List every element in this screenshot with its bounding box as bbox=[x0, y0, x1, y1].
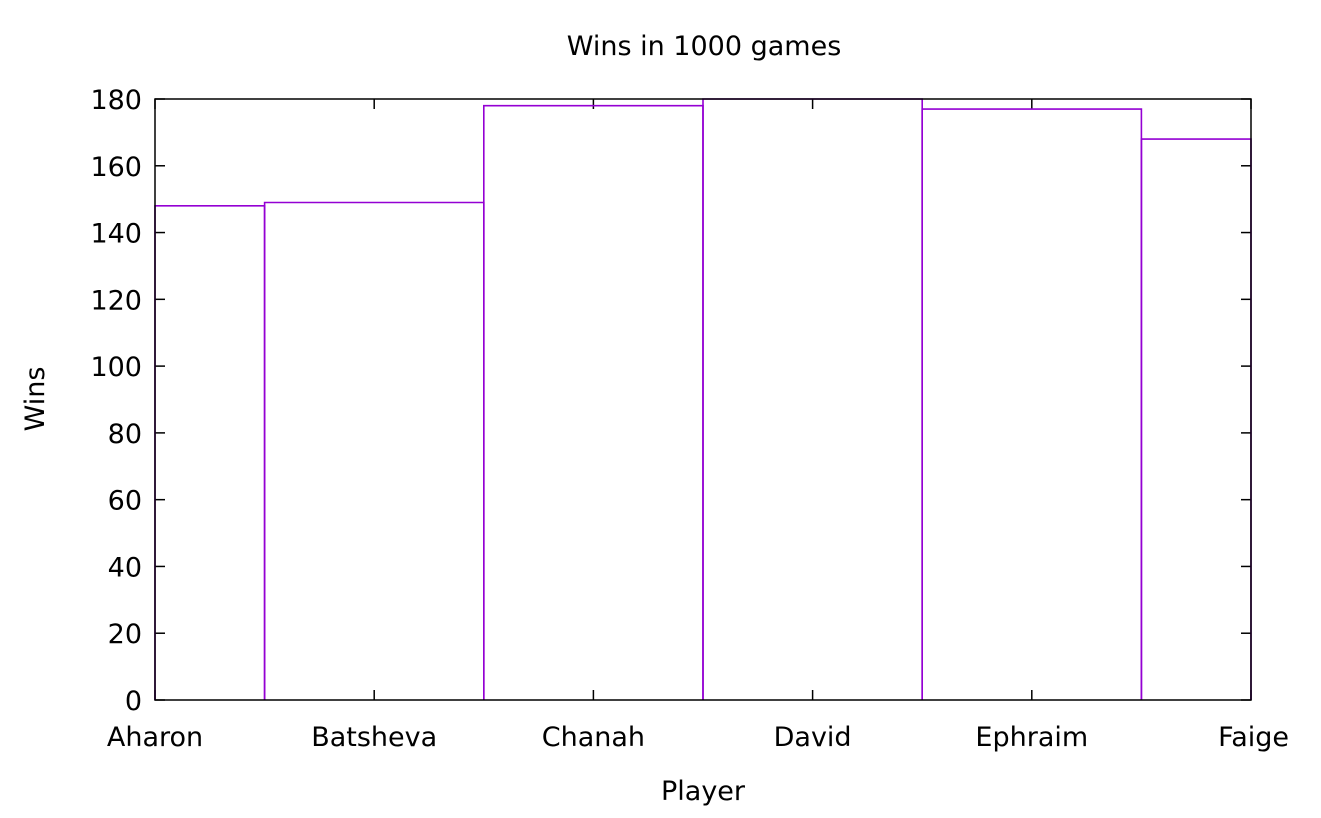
x-tick-label: Faige bbox=[1218, 722, 1289, 753]
y-tick-label: 120 bbox=[90, 285, 142, 316]
y-tick-label: 80 bbox=[108, 419, 142, 450]
y-tick-label: 180 bbox=[90, 85, 142, 116]
x-tick-label: Chanah bbox=[542, 722, 645, 753]
plot-border bbox=[154, 98, 1252, 701]
y-tick-label: 0 bbox=[125, 686, 142, 717]
y-tick-label: 40 bbox=[108, 552, 142, 583]
y-tick-label: 140 bbox=[90, 219, 142, 250]
y-axis-title: Wins bbox=[20, 367, 51, 432]
x-axis-title: Player bbox=[661, 776, 746, 807]
y-tick-label: 60 bbox=[108, 486, 142, 517]
x-tick-label: Aharon bbox=[107, 722, 203, 753]
y-ticks: 0 20 40 60 80 100 120 140 160 180 bbox=[90, 85, 1251, 717]
x-tick-label: David bbox=[774, 722, 852, 753]
y-tick-label: 160 bbox=[90, 152, 142, 183]
y-tick-label: 100 bbox=[90, 352, 142, 383]
x-tick-label: Batsheva bbox=[311, 722, 437, 753]
chart-title: Wins in 1000 games bbox=[567, 31, 842, 62]
x-tick-label: Ephraim bbox=[975, 722, 1088, 753]
y-tick-label: 20 bbox=[108, 619, 142, 650]
x-ticks: Aharon Batsheva Chanah David Ephraim Faige bbox=[107, 99, 1289, 753]
